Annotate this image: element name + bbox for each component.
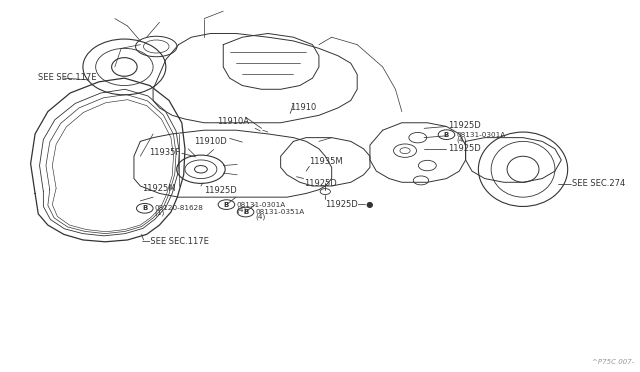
Text: (4): (4) [255, 214, 266, 220]
Circle shape [195, 166, 207, 173]
Text: 11935M: 11935M [309, 157, 343, 166]
Text: B: B [142, 205, 147, 211]
Text: 11925D: 11925D [303, 179, 337, 187]
Text: 08131-0351A: 08131-0351A [255, 209, 305, 215]
Text: 08131-0301A: 08131-0301A [236, 202, 285, 208]
Text: 11910: 11910 [290, 103, 316, 112]
Text: B: B [243, 209, 248, 215]
Text: 11935F: 11935F [148, 148, 180, 157]
Text: (4): (4) [456, 136, 467, 143]
Text: 11910D: 11910D [194, 137, 227, 146]
Text: 11925D: 11925D [448, 121, 481, 130]
Text: ^P75C 007-: ^P75C 007- [593, 359, 635, 365]
Text: SEE SEC.117E: SEE SEC.117E [38, 73, 97, 81]
Text: 11925D—●: 11925D—● [325, 200, 374, 209]
Text: SEE SEC.274: SEE SEC.274 [572, 179, 625, 187]
Text: 11925D: 11925D [448, 144, 481, 153]
Text: —SEE SEC.117E: —SEE SEC.117E [141, 237, 209, 246]
Text: 08131-0301A: 08131-0301A [456, 132, 506, 138]
Text: 11910A: 11910A [217, 118, 249, 126]
Text: B: B [444, 132, 449, 138]
Text: 11925M: 11925M [141, 185, 175, 193]
Text: (4): (4) [236, 206, 246, 213]
Text: 08120-81628: 08120-81628 [154, 205, 204, 211]
Text: 11925D: 11925D [204, 186, 237, 195]
Text: B: B [224, 202, 229, 208]
Text: (1): (1) [154, 210, 164, 217]
